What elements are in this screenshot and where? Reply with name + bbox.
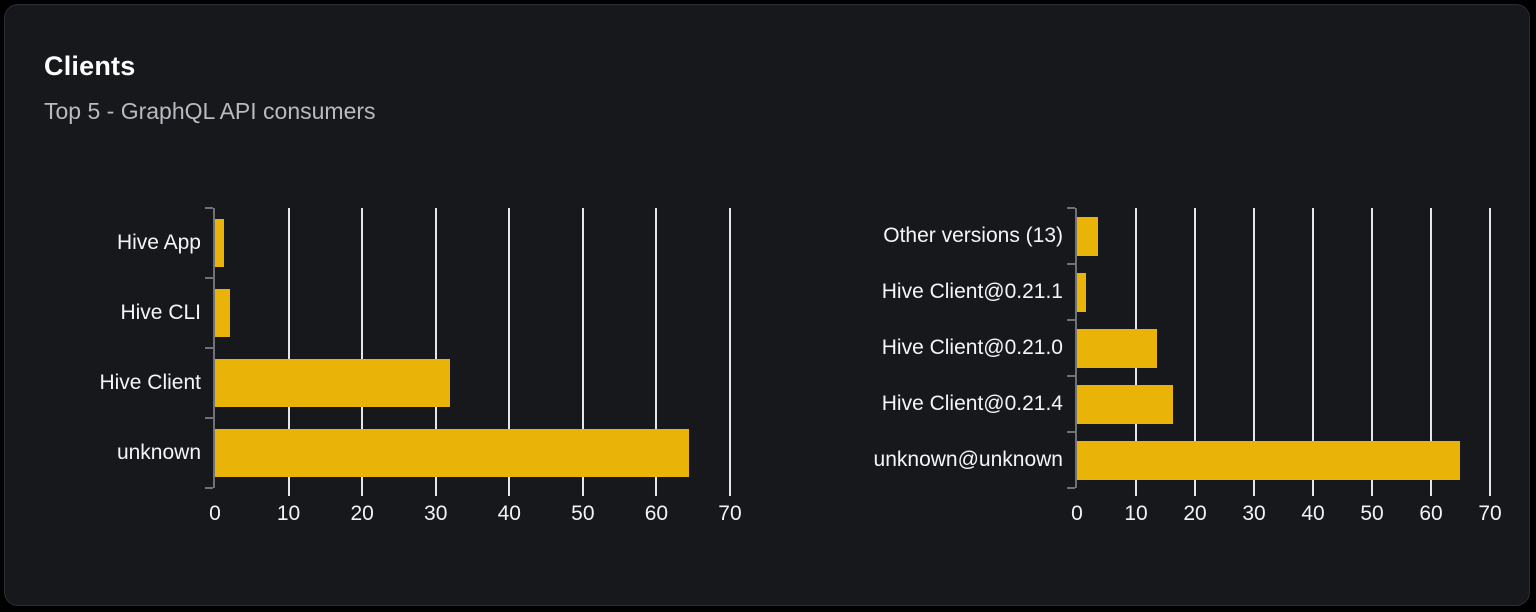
category-label: Hive Client@0.21.4 <box>881 392 1063 415</box>
y-axis-tick <box>1067 263 1075 265</box>
gridline <box>1489 208 1491 496</box>
bar-hive-client-0-21-4[interactable] <box>1077 384 1173 424</box>
bar-hive-app[interactable] <box>215 219 224 267</box>
x-tick-label: 30 <box>1242 502 1266 525</box>
y-axis-tick <box>205 417 213 419</box>
category-label: Hive CLI <box>120 301 201 324</box>
x-tick-label: 50 <box>1360 502 1384 525</box>
y-axis-tick <box>1067 207 1075 209</box>
category-label: unknown@unknown <box>873 448 1063 471</box>
x-tick-label: 40 <box>497 502 521 525</box>
x-tick-label: 10 <box>276 502 301 525</box>
y-axis-tick <box>205 487 213 489</box>
x-tick-label: 20 <box>1183 502 1207 525</box>
category-label: Other versions (13) <box>883 224 1063 247</box>
x-tick-label: 0 <box>1071 502 1083 525</box>
x-tick-label: 30 <box>424 502 448 525</box>
x-tick-label: 10 <box>1124 502 1148 525</box>
x-tick-label: 60 <box>1419 502 1443 525</box>
category-label: Hive Client@0.21.1 <box>881 280 1063 303</box>
x-tick-label: 50 <box>571 502 595 525</box>
x-tick-label: 60 <box>644 502 669 525</box>
bar-hive-client-0-21-0[interactable] <box>1077 328 1157 368</box>
clients-card: Clients Top 5 - GraphQL API consumers Hi… <box>4 4 1530 606</box>
category-label: unknown <box>116 441 201 464</box>
y-axis-tick <box>1067 375 1075 377</box>
clients-by-version-chart: Other versions (13) Hive Client@0.21.1 Hiv… <box>5 5 1531 607</box>
y-axis-tick <box>1067 487 1075 489</box>
y-axis-tick <box>205 207 213 209</box>
y-axis-tick <box>1067 319 1075 321</box>
x-tick-label: 40 <box>1301 502 1325 525</box>
x-tick-label: 70 <box>1478 502 1502 525</box>
bar-hive-cli[interactable] <box>215 289 230 337</box>
x-tick-label: 70 <box>718 502 742 525</box>
category-label: Hive App <box>116 231 201 254</box>
y-axis-tick <box>205 277 213 279</box>
y-axis-tick <box>1067 431 1075 433</box>
bar-unknown-unknown[interactable] <box>1077 440 1460 480</box>
clients-by-name-chart: Hive App Hive CLI Hive Client unknown 0 10 20 3… <box>5 5 1531 607</box>
bar-unknown[interactable] <box>215 429 689 477</box>
bar-hive-client[interactable] <box>215 359 451 407</box>
x-tick-label: 0 <box>209 502 221 525</box>
bar-other-versions-13-[interactable] <box>1077 216 1099 256</box>
category-label: Hive Client <box>99 371 201 394</box>
y-axis-tick <box>205 347 213 349</box>
gridline <box>728 208 731 496</box>
bar-hive-client-0-21-1[interactable] <box>1077 272 1086 312</box>
card-subtitle: Top 5 - GraphQL API consumers <box>44 98 376 124</box>
card-title: Clients <box>44 51 136 81</box>
category-label: Hive Client@0.21.0 <box>881 336 1063 359</box>
x-tick-label: 20 <box>350 502 374 525</box>
